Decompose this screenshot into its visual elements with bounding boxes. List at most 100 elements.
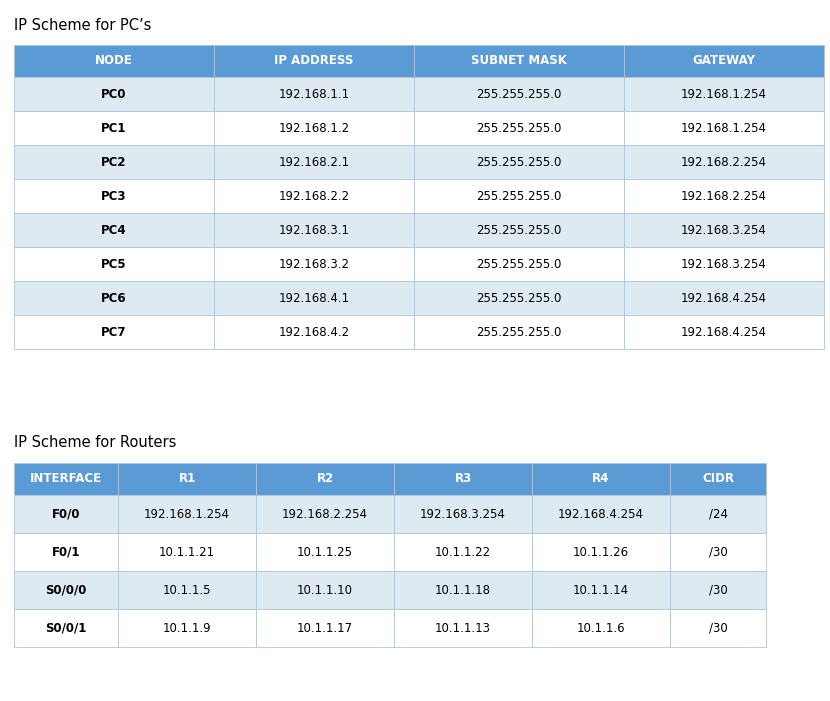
Text: 255.255.255.0: 255.255.255.0 [476,292,562,304]
Bar [214,179,414,213]
Bar [670,533,766,571]
Text: /30: /30 [709,545,727,559]
Bar [394,495,532,533]
Bar [414,213,624,247]
Bar [214,213,414,247]
Text: 192.168.4.2: 192.168.4.2 [278,325,349,339]
Text: PC4: PC4 [101,224,127,236]
Text: 255.255.255.0: 255.255.255.0 [476,88,562,100]
Bar [256,463,394,495]
Bar [624,111,824,145]
Bar [14,281,214,315]
Bar [624,145,824,179]
Text: PC0: PC0 [101,88,127,100]
Text: IP ADDRESS: IP ADDRESS [274,55,354,67]
Text: PC5: PC5 [101,257,127,271]
Bar [14,609,118,647]
Bar [14,179,214,213]
Text: 10.1.1.26: 10.1.1.26 [573,545,629,559]
Text: 10.1.1.13: 10.1.1.13 [435,622,491,634]
Bar [414,315,624,349]
Bar [118,571,256,609]
Text: GATEWAY: GATEWAY [692,55,755,67]
Text: /30: /30 [709,583,727,597]
Bar [532,571,670,609]
Bar [256,533,394,571]
Bar [256,609,394,647]
Text: /30: /30 [709,622,727,634]
Text: NODE: NODE [95,55,133,67]
Text: IP Scheme for PC’s: IP Scheme for PC’s [14,18,151,33]
Bar [532,533,670,571]
Text: 192.168.2.254: 192.168.2.254 [282,508,368,521]
Text: 255.255.255.0: 255.255.255.0 [476,156,562,168]
Text: S0/0/0: S0/0/0 [46,583,86,597]
Text: 10.1.1.22: 10.1.1.22 [435,545,491,559]
Bar [214,45,414,77]
Text: 192.168.1.1: 192.168.1.1 [278,88,349,100]
Bar [214,247,414,281]
Text: R2: R2 [316,472,334,486]
Text: R4: R4 [593,472,610,486]
Text: 192.168.3.254: 192.168.3.254 [681,257,767,271]
Text: CIDR: CIDR [702,472,734,486]
Text: PC2: PC2 [101,156,127,168]
Bar [394,609,532,647]
Bar [624,247,824,281]
Text: 192.168.3.254: 192.168.3.254 [420,508,506,521]
Bar [624,45,824,77]
Text: 192.168.3.2: 192.168.3.2 [279,257,349,271]
Text: 192.168.1.2: 192.168.1.2 [278,121,349,135]
Text: F0/1: F0/1 [51,545,81,559]
Text: 192.168.1.254: 192.168.1.254 [681,121,767,135]
Text: S0/0/1: S0/0/1 [46,622,86,634]
Bar [532,463,670,495]
Text: 192.168.1.254: 192.168.1.254 [144,508,230,521]
Text: 10.1.1.5: 10.1.1.5 [163,583,212,597]
Text: INTERFACE: INTERFACE [30,472,102,486]
Text: 255.255.255.0: 255.255.255.0 [476,121,562,135]
Bar [414,45,624,77]
Bar [214,111,414,145]
Bar [532,609,670,647]
Bar [670,609,766,647]
Bar [256,571,394,609]
Text: 192.168.2.1: 192.168.2.1 [278,156,349,168]
Bar [14,571,118,609]
Text: 192.168.4.254: 192.168.4.254 [681,325,767,339]
Bar [624,281,824,315]
Text: 192.168.4.254: 192.168.4.254 [681,292,767,304]
Bar [670,571,766,609]
Bar [532,495,670,533]
Bar [214,315,414,349]
Text: SUBNET MASK: SUBNET MASK [471,55,567,67]
Bar [414,145,624,179]
Bar [394,571,532,609]
Bar [214,281,414,315]
Bar [624,77,824,111]
Text: 10.1.1.17: 10.1.1.17 [297,622,353,634]
Text: 192.168.1.254: 192.168.1.254 [681,88,767,100]
Bar [414,281,624,315]
Text: R3: R3 [454,472,471,486]
Bar [670,463,766,495]
Text: F0/0: F0/0 [51,508,81,521]
Bar [394,533,532,571]
Text: 10.1.1.25: 10.1.1.25 [297,545,353,559]
Text: PC7: PC7 [101,325,127,339]
Bar [118,609,256,647]
Bar [256,495,394,533]
Bar [14,77,214,111]
Bar [14,247,214,281]
Text: 10.1.1.10: 10.1.1.10 [297,583,353,597]
Bar [14,213,214,247]
Bar [394,463,532,495]
Text: 255.255.255.0: 255.255.255.0 [476,257,562,271]
Text: 192.168.2.254: 192.168.2.254 [681,156,767,168]
Text: 10.1.1.9: 10.1.1.9 [163,622,212,634]
Text: 255.255.255.0: 255.255.255.0 [476,224,562,236]
Bar [214,77,414,111]
Bar [14,533,118,571]
Text: 10.1.1.6: 10.1.1.6 [577,622,625,634]
Bar [414,77,624,111]
